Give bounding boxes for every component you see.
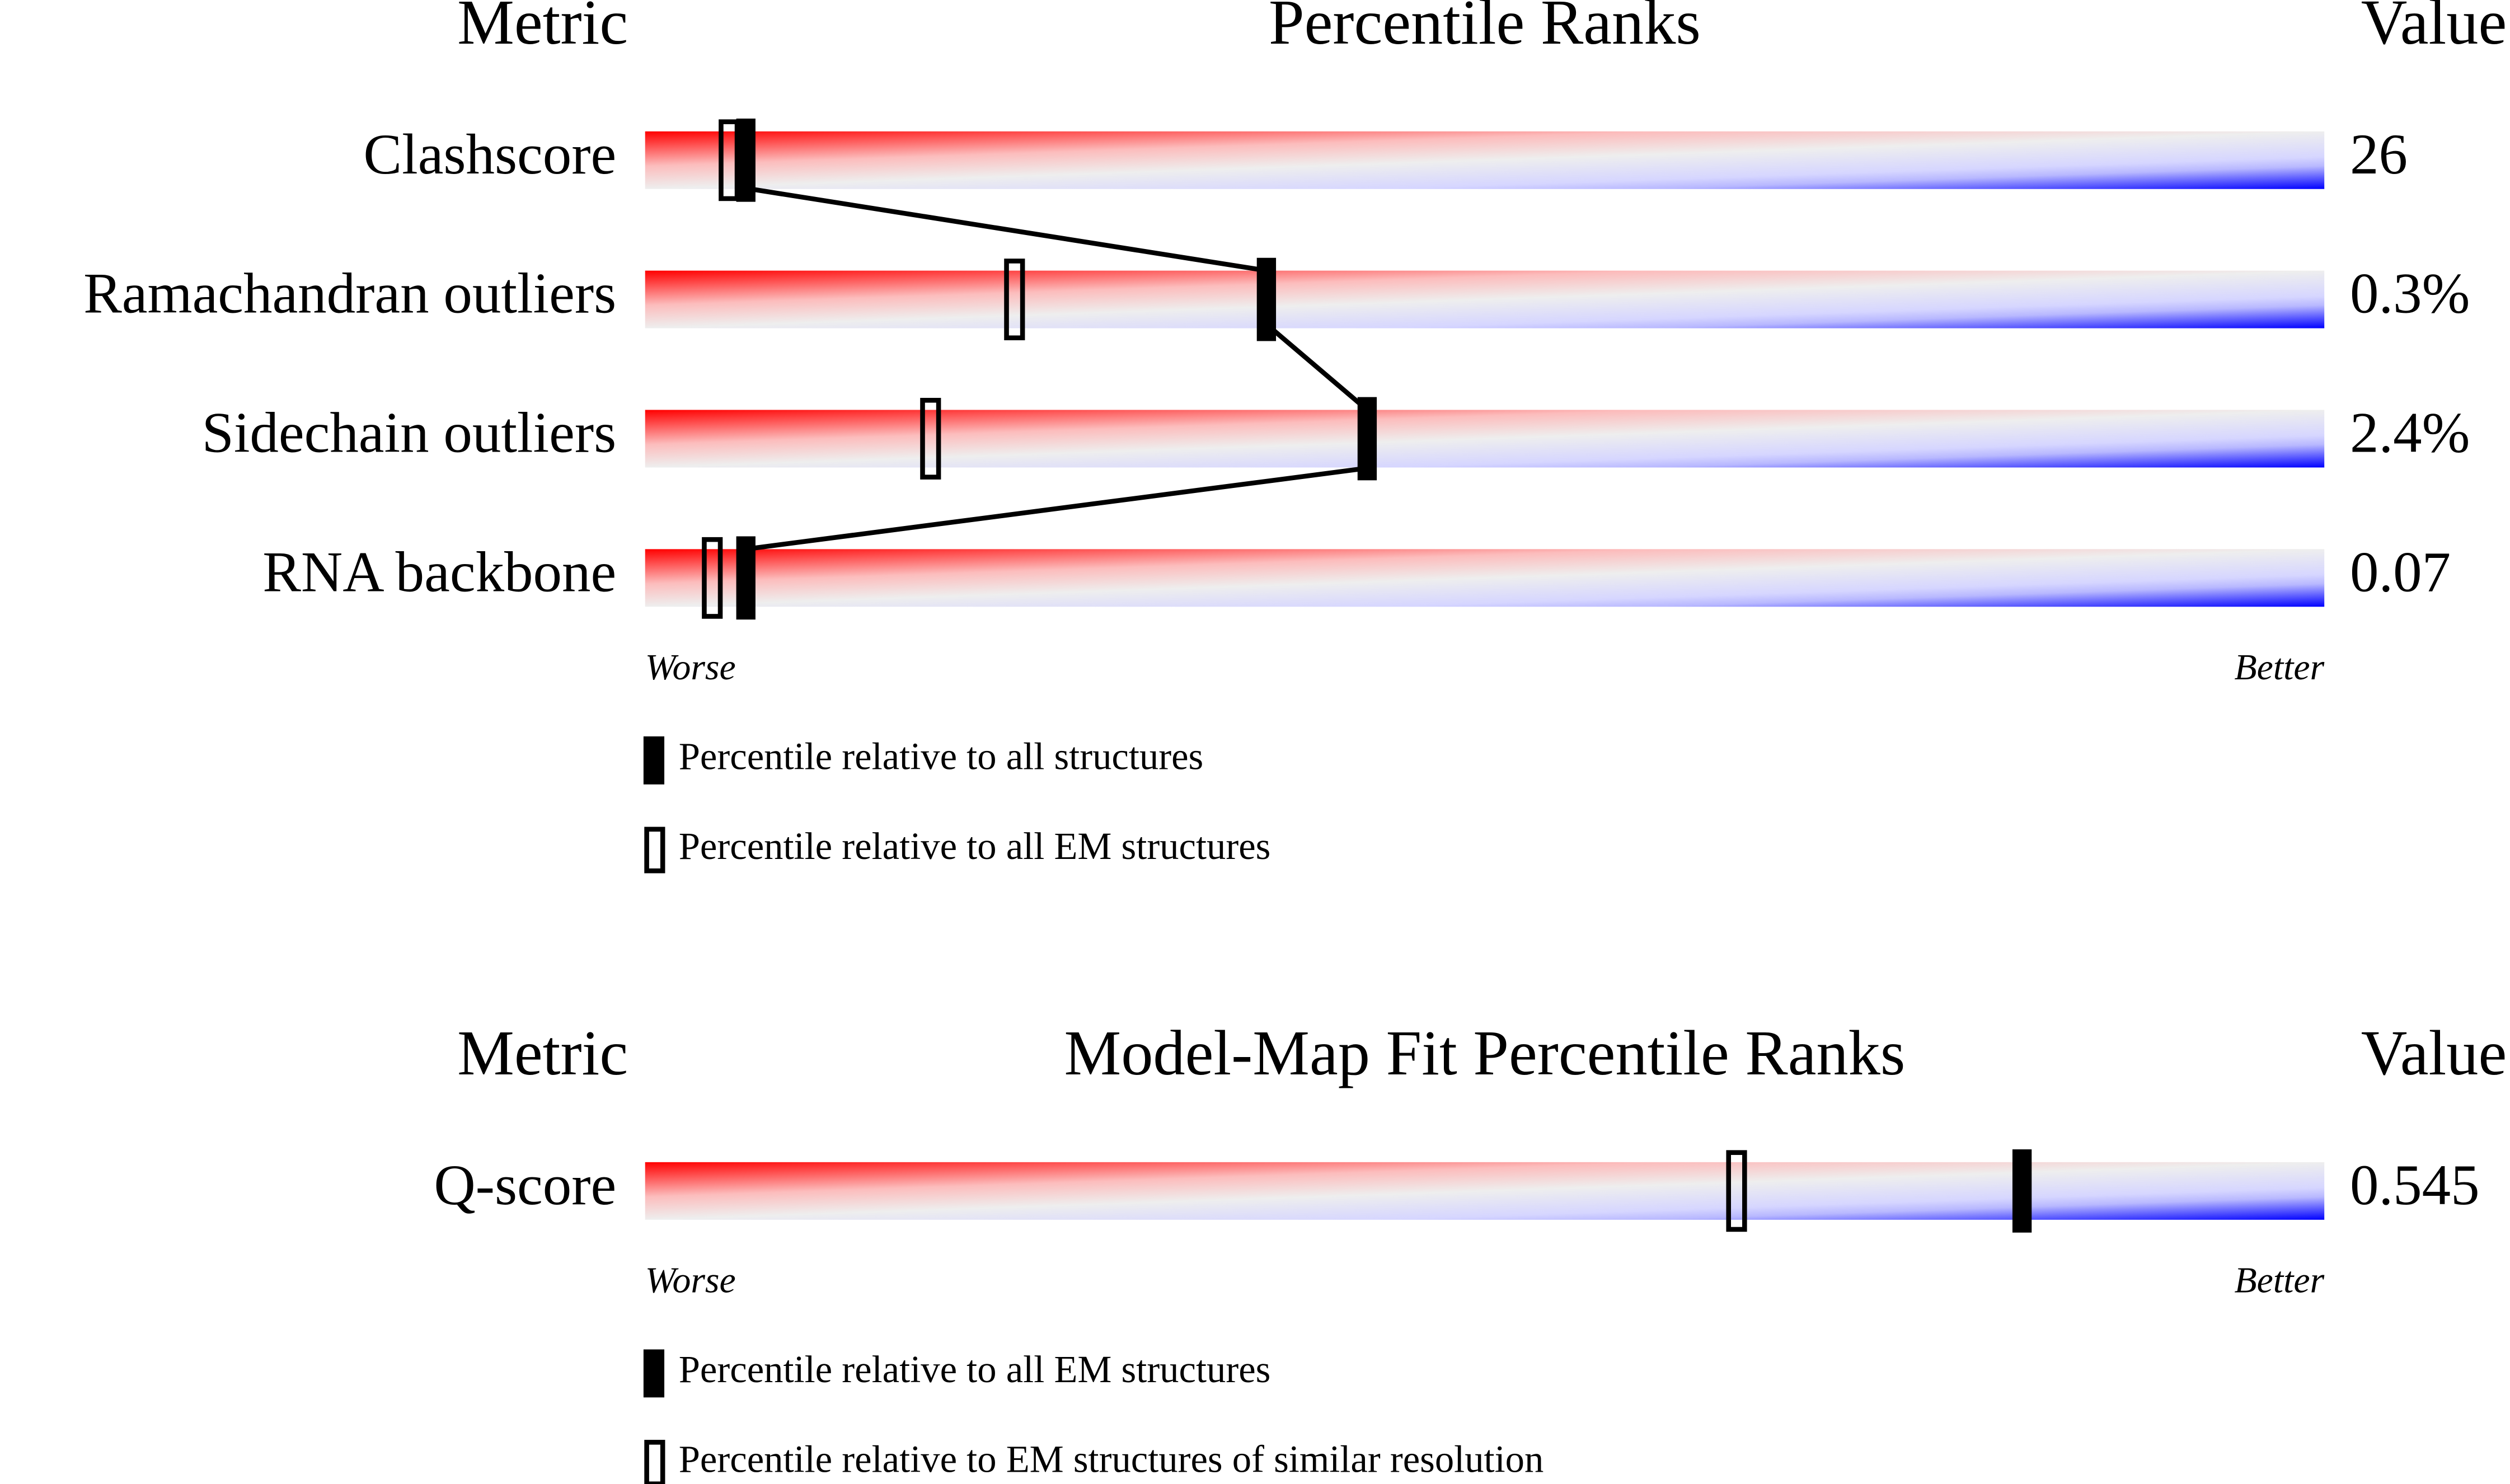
metric-value: 0.545 xyxy=(2350,1153,2480,1217)
percentile-marker-filled xyxy=(2012,1149,2032,1233)
better-label: Better xyxy=(2234,1260,2324,1300)
percentile-marker-filled xyxy=(1256,257,1277,341)
metric-label: Q-score xyxy=(434,1153,616,1217)
metric-header: Metric xyxy=(457,0,628,58)
percentile-marker-filled xyxy=(736,118,756,202)
legend-label: Percentile relative to EM structures of … xyxy=(679,1438,1544,1480)
worse-label: Worse xyxy=(645,1260,736,1300)
legend-label: Percentile relative to all EM structures xyxy=(679,1348,1271,1391)
connector-line xyxy=(1269,326,1369,412)
metric-label: Clashscore xyxy=(363,123,616,186)
legend-swatch-open xyxy=(644,826,665,874)
legend-swatch-open xyxy=(644,1440,665,1484)
percentile-marker-filled xyxy=(736,536,756,620)
metric-label: RNA backbone xyxy=(262,540,616,604)
chart-title: Percentile Ranks xyxy=(1269,0,1701,58)
percentile-marker-open xyxy=(920,398,941,480)
percentile-marker-open xyxy=(702,537,723,619)
legend-swatch-filled xyxy=(643,736,665,785)
metric-label: Ramachandran outliers xyxy=(83,262,616,326)
legend-label: Percentile relative to all EM structures xyxy=(679,825,1271,867)
value-header: Value xyxy=(2361,1017,2507,1088)
percentile-bar xyxy=(645,1162,2325,1220)
percentile-bar xyxy=(645,410,2325,468)
metric-header: Metric xyxy=(457,1017,628,1088)
metric-value: 26 xyxy=(2350,123,2408,186)
metric-value: 2.4% xyxy=(2350,401,2470,465)
better-label: Better xyxy=(2234,647,2324,688)
legend-label: Percentile relative to all structures xyxy=(679,735,1204,778)
percentile-marker-open xyxy=(1004,259,1025,341)
percentile-marker-open xyxy=(1726,1150,1747,1232)
metric-label: Sidechain outliers xyxy=(202,401,617,465)
connector-line xyxy=(750,186,1267,273)
percentile-bar xyxy=(645,131,2325,189)
metric-value: 0.3% xyxy=(2350,262,2470,326)
metric-value: 0.07 xyxy=(2350,540,2451,604)
percentile-marker-filled xyxy=(1357,397,1377,481)
percentile-bar xyxy=(645,270,2325,328)
value-header: Value xyxy=(2361,0,2507,58)
legend-swatch-filled xyxy=(643,1349,665,1398)
worse-label: Worse xyxy=(645,647,736,688)
connector-line xyxy=(745,465,1373,552)
percentile-bar xyxy=(645,549,2325,607)
chart-title: Model-Map Fit Percentile Ranks xyxy=(1064,1017,1905,1088)
